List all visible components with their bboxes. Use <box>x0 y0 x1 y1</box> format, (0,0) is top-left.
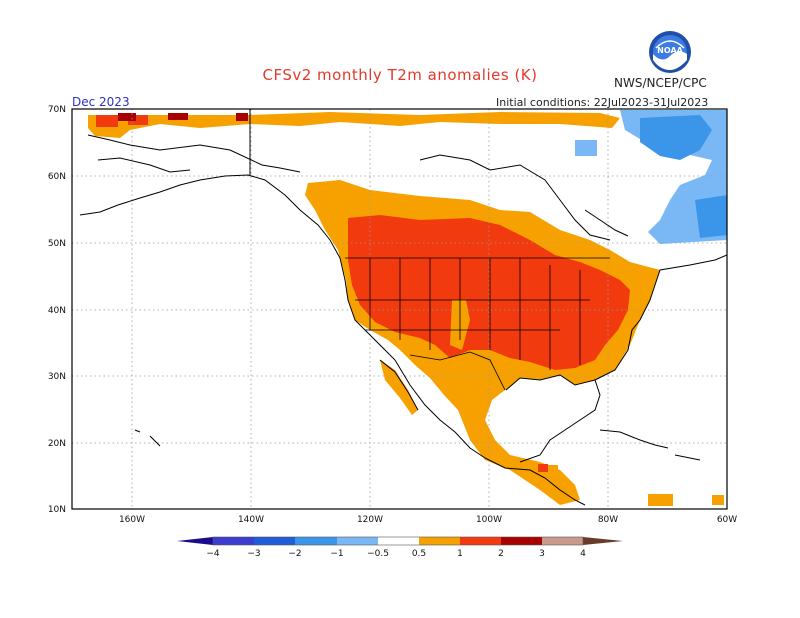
agency-label: NWS/NCEP/CPC <box>614 76 707 90</box>
initial-conditions: Initial conditions: 22Jul2023-31Jul2023 <box>496 96 709 109</box>
borders <box>345 257 610 391</box>
lat-tick: 20N <box>48 439 66 449</box>
map-frame <box>71 108 728 510</box>
colorbar-label: 2 <box>498 549 504 559</box>
colorbar-bin <box>501 537 542 545</box>
map-body <box>72 109 727 509</box>
lat-tick: 50N <box>48 239 66 249</box>
lat-tick: 10N <box>48 505 66 515</box>
lat-tick: 70N <box>48 105 66 115</box>
lon-tick: 120W <box>357 515 383 525</box>
coastlines <box>79 109 727 506</box>
colorbar-label: 4 <box>580 549 586 559</box>
lat-tick: 60N <box>48 172 66 182</box>
colorbar-bin <box>295 537 337 545</box>
lon-tick: 80W <box>598 515 618 525</box>
lat-tick: 30N <box>48 372 66 382</box>
noaa-logo-icon: NOAA <box>649 31 691 73</box>
logo-text: NOAA <box>657 46 683 55</box>
lon-tick: 160W <box>119 515 145 525</box>
colorbar-bin <box>378 537 419 545</box>
colorbar-bin <box>254 537 295 545</box>
colorbar-label: −1 <box>330 549 343 559</box>
colorbar-bin <box>419 537 460 545</box>
graticule <box>72 109 727 509</box>
colorbar-label: −2 <box>288 549 301 559</box>
colorbar-bin <box>213 537 254 545</box>
anomaly-fill-blue <box>640 115 727 238</box>
colorbar-label: −0.5 <box>367 549 389 559</box>
colorbar-label: 1 <box>457 549 463 559</box>
colorbar-bin <box>460 537 501 545</box>
colorbar-label: 0.5 <box>412 549 426 559</box>
colorbar-bin <box>337 537 378 545</box>
lon-tick: 140W <box>238 515 264 525</box>
lon-tick: 60W <box>717 515 737 525</box>
lon-axis: 160W 140W 120W 100W 80W 60W <box>119 515 737 525</box>
colorbar-high-arrow <box>583 537 623 545</box>
lat-axis: 70N 60N 50N 40N 30N 20N 10N <box>48 105 66 515</box>
lon-tick: 100W <box>476 515 502 525</box>
colorbar-label: −3 <box>247 549 260 559</box>
anomaly-fill-darkred <box>118 113 248 121</box>
map-title: CFSv2 monthly T2m anomalies (K) <box>262 66 538 84</box>
colorbar-label: 3 <box>539 549 545 559</box>
colorbar-low-arrow <box>177 537 213 545</box>
forecast-month: Dec 2023 <box>72 95 130 109</box>
anomaly-fill-red <box>96 115 630 472</box>
colorbar: −4 −3 −2 −1 −0.5 0.5 1 2 3 4 <box>177 536 623 559</box>
lat-tick: 40N <box>48 306 66 316</box>
colorbar-bin <box>542 537 583 545</box>
colorbar-label: −4 <box>206 549 220 559</box>
